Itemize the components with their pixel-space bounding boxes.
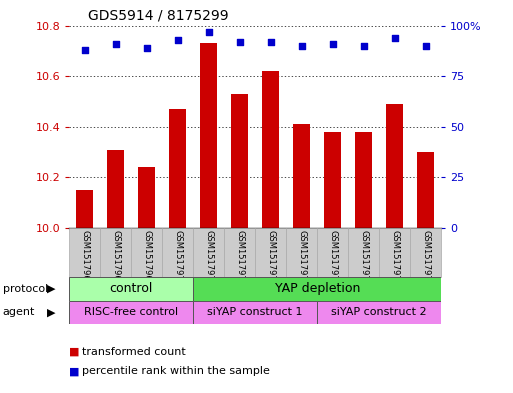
Point: [143, 45, 151, 51]
Text: YAP depletion: YAP depletion: [274, 282, 360, 296]
Point: [298, 42, 306, 49]
Text: GSM1517974: GSM1517974: [297, 230, 306, 286]
Text: transformed count: transformed count: [82, 347, 186, 357]
Bar: [293, 124, 310, 228]
Bar: [255, 228, 286, 277]
Text: GSM1517968: GSM1517968: [111, 230, 120, 286]
Bar: [324, 132, 341, 228]
Point: [390, 35, 399, 41]
Point: [81, 47, 89, 53]
Point: [173, 37, 182, 43]
Bar: [193, 228, 224, 277]
Bar: [131, 228, 162, 277]
Bar: [386, 104, 403, 228]
Text: GSM1517973: GSM1517973: [266, 230, 275, 286]
Point: [422, 42, 430, 49]
Bar: [379, 228, 410, 277]
Bar: [348, 228, 379, 277]
Text: ▶: ▶: [47, 284, 55, 294]
Bar: [355, 132, 372, 228]
Bar: [317, 228, 348, 277]
Text: ■: ■: [69, 347, 80, 357]
Bar: [69, 277, 193, 301]
Text: agent: agent: [3, 307, 35, 318]
Bar: [193, 301, 317, 324]
Point: [360, 42, 368, 49]
Text: GSM1517975: GSM1517975: [328, 230, 337, 286]
Bar: [69, 301, 193, 324]
Text: GSM1517971: GSM1517971: [204, 230, 213, 286]
Text: siYAP construct 2: siYAP construct 2: [331, 307, 427, 318]
Point: [112, 40, 120, 47]
Text: siYAP construct 1: siYAP construct 1: [207, 307, 303, 318]
Text: GDS5914 / 8175299: GDS5914 / 8175299: [88, 9, 228, 23]
Text: protocol: protocol: [3, 284, 48, 294]
Point: [267, 39, 275, 45]
Text: GSM1517969: GSM1517969: [142, 230, 151, 286]
Text: ▶: ▶: [47, 307, 55, 318]
Text: GSM1517977: GSM1517977: [390, 230, 399, 286]
Bar: [76, 190, 93, 228]
Bar: [100, 228, 131, 277]
Bar: [417, 152, 434, 228]
Text: GSM1517976: GSM1517976: [359, 230, 368, 286]
Point: [329, 40, 337, 47]
Text: control: control: [110, 282, 153, 296]
Bar: [107, 149, 124, 228]
Bar: [138, 167, 155, 228]
Bar: [200, 43, 217, 228]
Bar: [410, 228, 441, 277]
Bar: [286, 228, 317, 277]
Point: [205, 28, 213, 35]
Bar: [193, 277, 441, 301]
Text: GSM1517972: GSM1517972: [235, 230, 244, 286]
Text: GSM1517970: GSM1517970: [173, 230, 182, 286]
Text: percentile rank within the sample: percentile rank within the sample: [82, 366, 270, 376]
Text: GSM1517967: GSM1517967: [80, 230, 89, 286]
Bar: [231, 94, 248, 228]
Bar: [162, 228, 193, 277]
Bar: [262, 71, 279, 228]
Bar: [224, 228, 255, 277]
Text: RISC-free control: RISC-free control: [84, 307, 179, 318]
Text: GSM1517978: GSM1517978: [421, 230, 430, 286]
Bar: [69, 228, 100, 277]
Text: ■: ■: [69, 366, 80, 376]
Bar: [169, 109, 186, 228]
Bar: [317, 301, 441, 324]
Point: [235, 39, 244, 45]
